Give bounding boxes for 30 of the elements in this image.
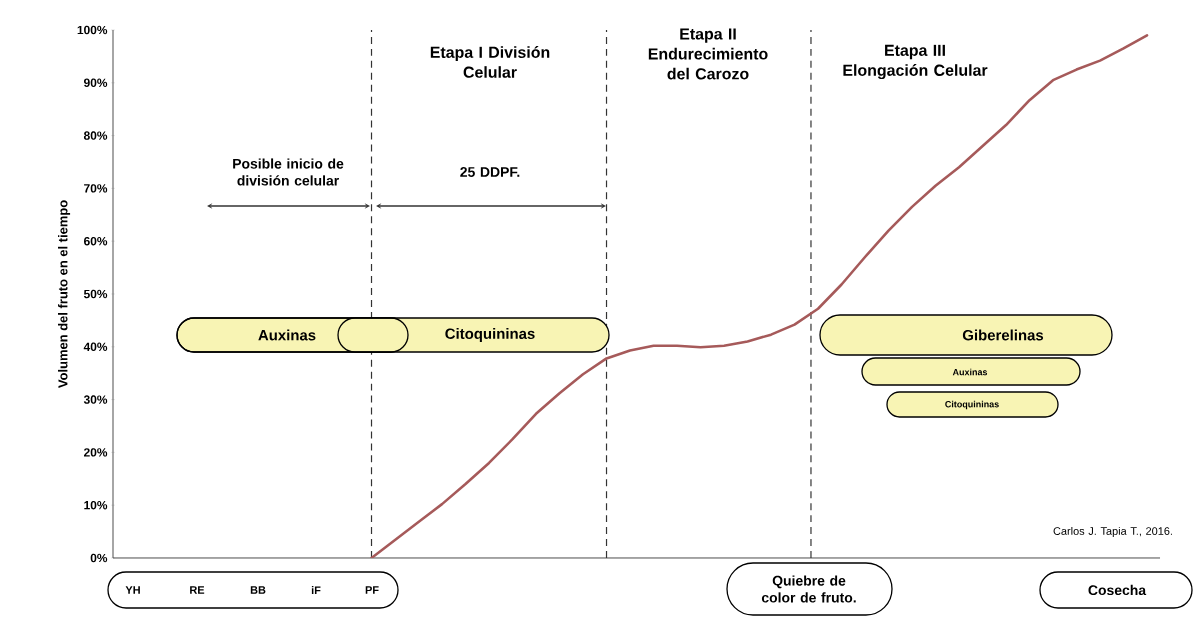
- annotation: Citoquininas: [945, 400, 999, 410]
- text: Quiebre de color de fruto.: [761, 575, 856, 603]
- y-tick-label: 0%: [90, 553, 108, 563]
- y-tick-label: 80%: [83, 131, 108, 140]
- text: BB: [250, 586, 266, 594]
- annotation: Giberelinas: [962, 329, 1044, 341]
- annotation: Etapa I División Celular: [430, 46, 550, 78]
- y-tick-label: 40%: [83, 342, 108, 352]
- annotation: Auxinas: [258, 329, 316, 341]
- annotation: Carlos J. Tapia T., 2016.: [1053, 526, 1172, 538]
- y-tick-label: 50%: [83, 289, 108, 299]
- text: iF: [311, 586, 321, 594]
- y-tick-label: 90%: [83, 78, 108, 88]
- annotation: Posible inicio de división celular: [233, 158, 344, 186]
- y-axis-title: Volumen del fruto en el tiempo: [58, 200, 71, 389]
- annotation: 25 DDPF.: [460, 167, 520, 177]
- y-tick-label: 70%: [84, 184, 108, 193]
- annotation: Etapa III Elongación Celular: [843, 44, 988, 80]
- text: RE: [190, 586, 205, 594]
- annotation: Citoquininas: [445, 328, 535, 342]
- y-tick-label: 30%: [83, 395, 108, 404]
- annotation: Etapa II Endurecimiento del Carozo: [648, 28, 768, 80]
- y-tick-label: 10%: [84, 500, 108, 510]
- text: YH: [125, 586, 140, 594]
- y-tick-label: 100%: [77, 25, 108, 35]
- annotation: Auxinas: [952, 368, 988, 376]
- text: Cosecha: [1088, 584, 1147, 596]
- text: PF: [365, 586, 379, 594]
- y-tick-label: 20%: [83, 448, 108, 457]
- y-tick-label: 60%: [84, 236, 108, 246]
